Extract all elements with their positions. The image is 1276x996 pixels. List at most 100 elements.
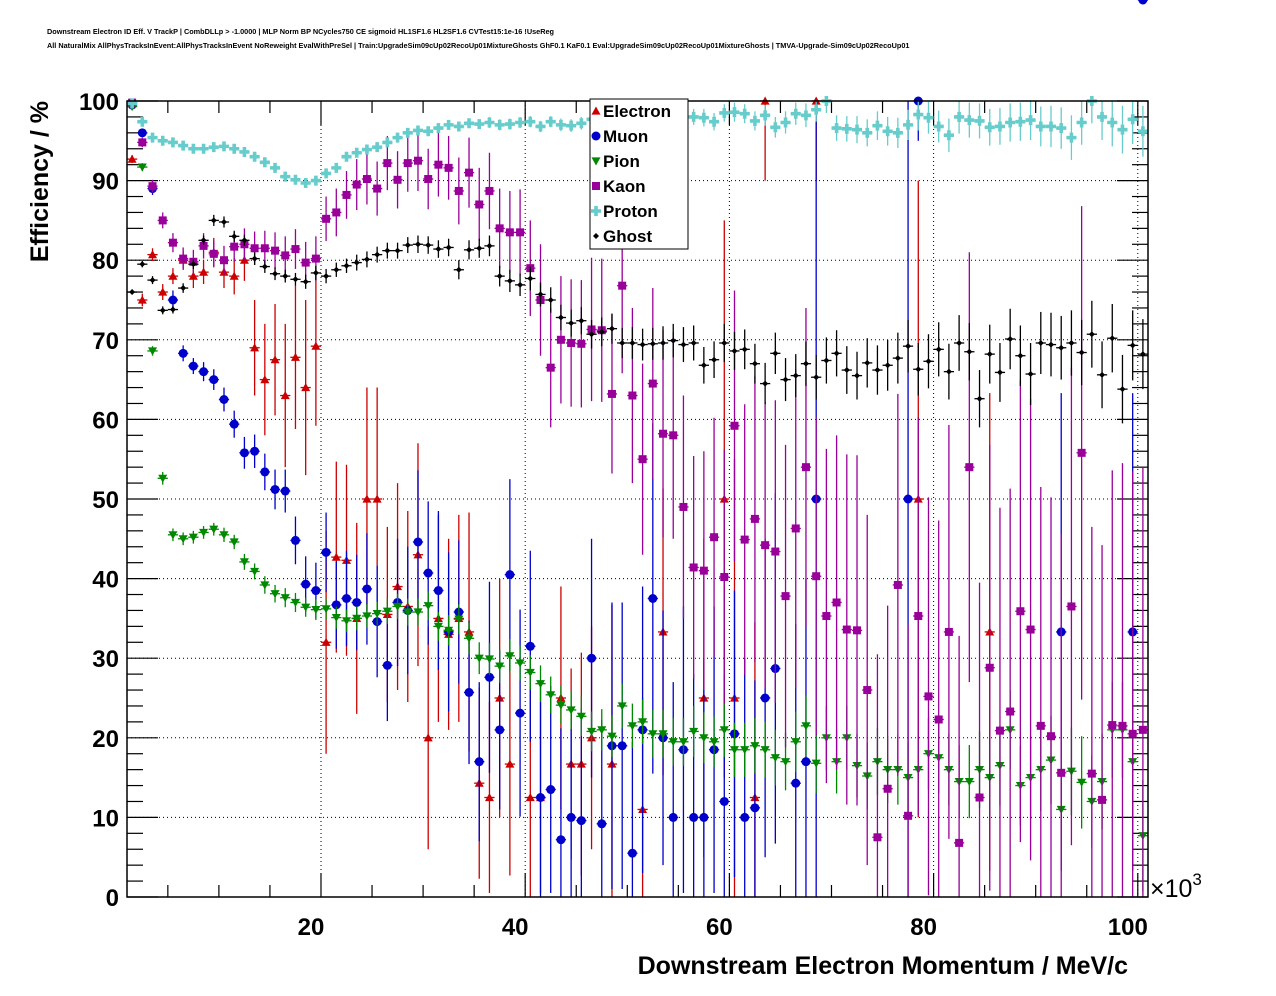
kaon-point xyxy=(320,196,332,242)
ghost-point xyxy=(259,260,270,273)
pion-point xyxy=(361,604,373,628)
ghost-point xyxy=(933,322,944,377)
proton-point xyxy=(382,137,393,148)
proton-marker xyxy=(412,125,423,136)
muon-point xyxy=(280,469,291,513)
electron-point xyxy=(300,300,311,476)
pion-marker xyxy=(362,612,372,621)
proton-marker xyxy=(790,108,801,119)
legend-marker-ghost xyxy=(593,233,599,239)
ghost-marker xyxy=(751,360,758,367)
kaon-marker xyxy=(791,524,800,533)
y-tick-label: 20 xyxy=(92,726,119,753)
kaon-point xyxy=(902,624,914,897)
ghost-point xyxy=(423,236,434,254)
proton-point xyxy=(178,140,189,151)
kaon-marker xyxy=(893,580,902,589)
proton-marker xyxy=(739,108,750,119)
pion-marker xyxy=(413,608,423,617)
proton-point xyxy=(1096,101,1108,141)
proton-marker xyxy=(198,143,209,154)
pion-marker xyxy=(301,603,311,612)
ghost-point xyxy=(851,351,863,400)
muon-marker xyxy=(423,568,433,578)
pion-point xyxy=(423,591,434,620)
muon-point xyxy=(423,501,434,645)
pion-marker xyxy=(556,701,566,710)
pion-point xyxy=(167,528,179,542)
muon-marker xyxy=(331,600,341,610)
kaon-point xyxy=(882,605,893,897)
kaon-marker xyxy=(250,244,259,253)
ghost-point xyxy=(229,230,240,242)
ghost-point xyxy=(504,269,515,293)
x-tick-label: 60 xyxy=(706,914,733,941)
kaon-marker xyxy=(281,251,290,260)
ghost-point xyxy=(637,328,648,361)
proton-point xyxy=(1086,96,1097,124)
pion-point xyxy=(637,699,648,745)
pion-point xyxy=(514,645,526,681)
ghost-marker xyxy=(323,273,330,280)
pion-point xyxy=(576,696,587,737)
ghost-point xyxy=(392,242,403,259)
pion-marker xyxy=(433,622,443,631)
pion-point xyxy=(290,592,301,613)
x-multiplier-base: ×10 xyxy=(1150,875,1192,903)
proton-marker xyxy=(382,137,393,148)
ghost-marker xyxy=(670,337,677,344)
proton-point xyxy=(443,119,454,130)
ghost-point xyxy=(372,246,383,263)
pion-point xyxy=(596,709,607,751)
proton-point xyxy=(1015,102,1026,141)
ghost-marker xyxy=(1027,371,1034,378)
electron-point xyxy=(269,303,281,416)
proton-marker xyxy=(831,123,842,134)
electron-marker xyxy=(331,552,341,561)
kaon-point xyxy=(167,233,179,253)
kaon-marker xyxy=(914,612,923,621)
proton-marker xyxy=(157,135,168,146)
proton-marker xyxy=(290,174,301,185)
ghost-marker xyxy=(598,328,605,335)
kaon-marker xyxy=(434,160,443,169)
ghost-marker xyxy=(956,339,963,346)
ghost-marker xyxy=(578,317,585,324)
kaon-point xyxy=(280,236,291,275)
ghost-marker xyxy=(231,233,238,240)
kaon-marker xyxy=(761,541,770,550)
ghost-marker xyxy=(180,285,187,292)
pion-marker xyxy=(158,474,168,483)
kaon-marker xyxy=(863,686,872,695)
pion-point xyxy=(229,534,240,550)
ghost-point xyxy=(1107,303,1118,373)
proton-marker xyxy=(484,117,495,128)
proton-marker xyxy=(1005,117,1016,128)
proton-marker xyxy=(474,119,485,130)
pion-point xyxy=(790,711,801,773)
pion-marker xyxy=(770,754,780,763)
pion-marker xyxy=(740,746,750,755)
pion-marker xyxy=(199,528,209,537)
ghost-marker xyxy=(802,360,809,367)
ghost-point xyxy=(821,337,832,384)
ghost-marker xyxy=(435,246,442,253)
kaon-point xyxy=(331,188,342,237)
ghost-marker xyxy=(312,269,319,276)
kaon-marker xyxy=(934,715,943,724)
proton-marker xyxy=(913,109,924,120)
proton-point xyxy=(1117,105,1128,154)
ghost-point xyxy=(760,362,771,405)
ghost-marker xyxy=(241,237,248,244)
legend-item-electron: Electron xyxy=(591,102,671,121)
kaon-marker xyxy=(148,182,157,191)
proton-point xyxy=(188,143,199,154)
proton-marker xyxy=(402,127,413,138)
pion-point xyxy=(1076,736,1087,829)
pion-point xyxy=(474,642,485,675)
proton-point xyxy=(361,144,373,155)
ghost-point xyxy=(994,342,1006,402)
ghost-point xyxy=(1035,311,1046,375)
proton-point xyxy=(943,118,955,152)
